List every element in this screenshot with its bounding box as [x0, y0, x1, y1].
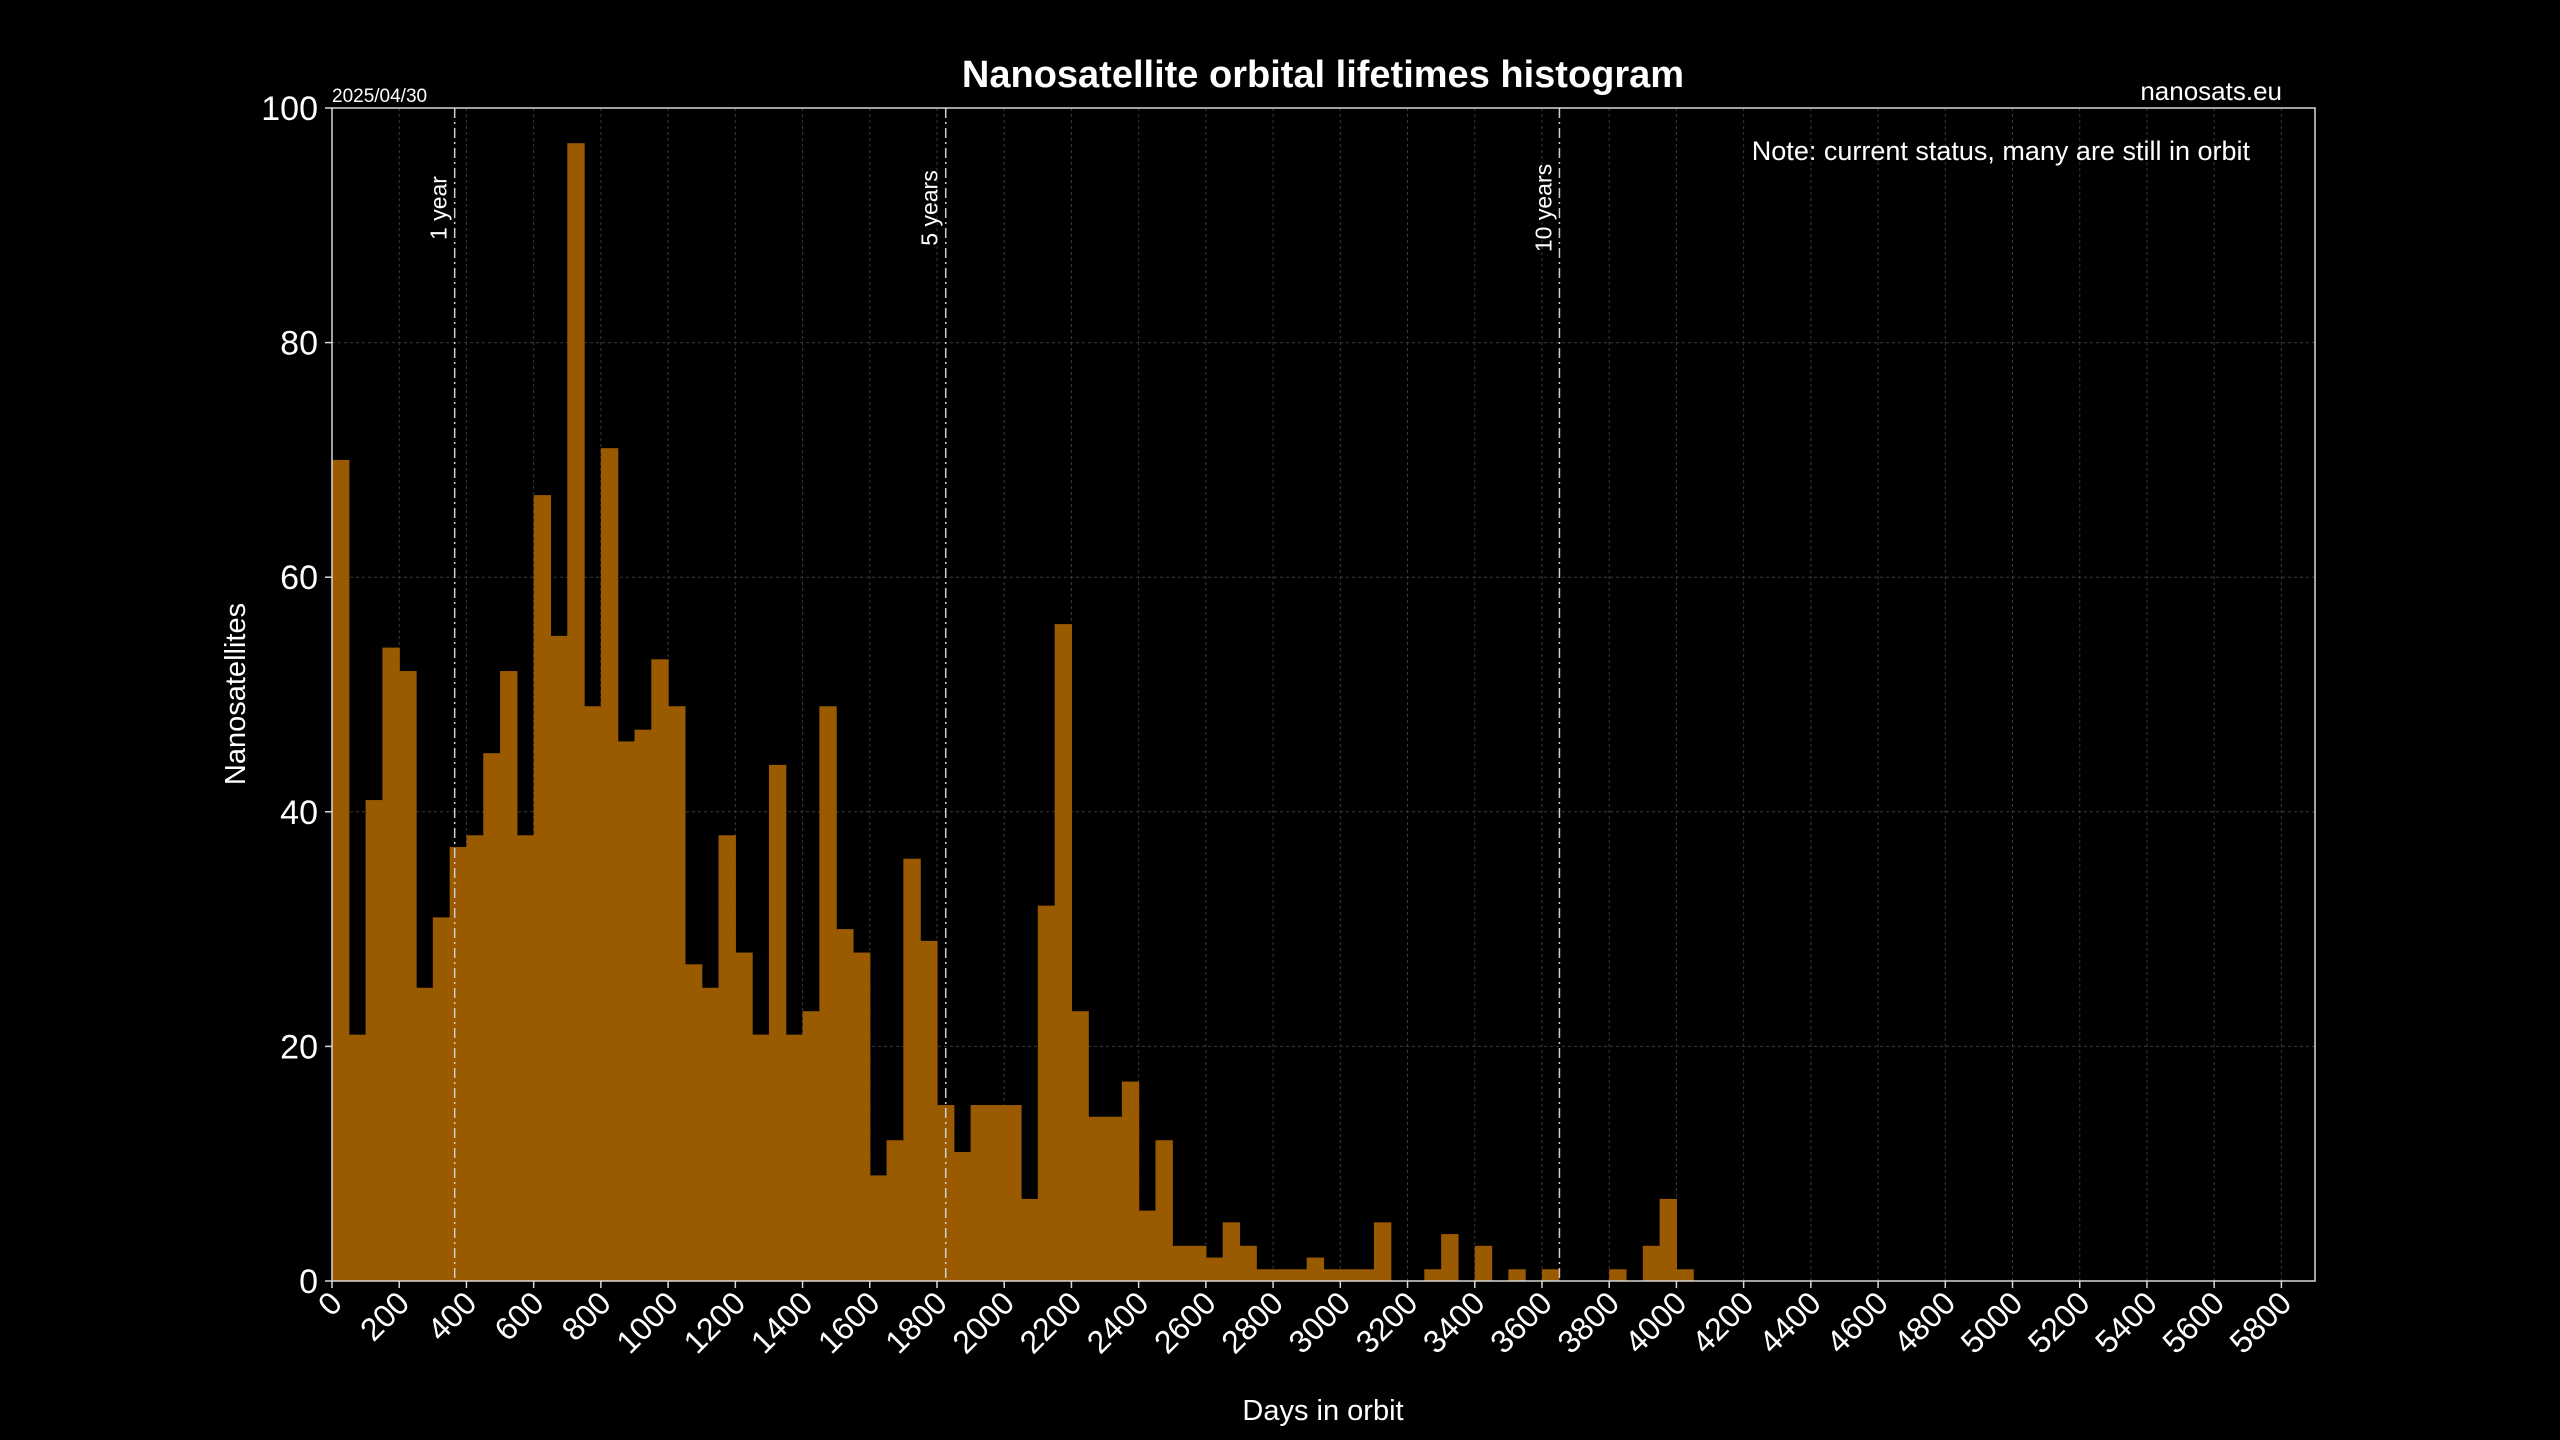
- histogram-bar: [550, 635, 568, 1281]
- source-label: nanosats.eu: [2140, 76, 2282, 106]
- y-tick-label: 100: [261, 90, 318, 128]
- y-tick-label: 0: [299, 1263, 318, 1301]
- histogram-bar: [365, 800, 384, 1281]
- histogram-bar: [987, 1105, 1005, 1281]
- histogram-bar: [1071, 1011, 1089, 1281]
- chart-title: Nanosatellite orbital lifetimes histogra…: [962, 54, 1684, 96]
- histogram-bar: [1004, 1105, 1022, 1281]
- histogram-bar: [1273, 1269, 1291, 1281]
- annotation-label: 10 years: [1530, 164, 1556, 252]
- histogram-bar: [1172, 1245, 1190, 1281]
- histogram-bar: [836, 929, 854, 1281]
- annotation-lines: 1 year 5 years 10 years: [426, 108, 1561, 1281]
- histogram-bar: [718, 835, 736, 1281]
- histogram-bar: [1541, 1269, 1560, 1281]
- date-label: 2025/04/30: [332, 86, 427, 107]
- histogram-bar: [1021, 1198, 1039, 1281]
- histogram-bar: [1676, 1269, 1694, 1281]
- histogram-bar: [1105, 1116, 1123, 1281]
- histogram-bar: [785, 1034, 804, 1281]
- y-tick-label: 60: [280, 559, 318, 597]
- histogram-bar: [432, 917, 451, 1281]
- histogram-bar: [567, 143, 585, 1282]
- histogram-bar: [869, 1175, 888, 1281]
- y-tick-label: 80: [280, 325, 318, 363]
- histogram-bar: [1424, 1269, 1442, 1281]
- y-tick-label: 40: [280, 794, 318, 832]
- histogram-bar: [1323, 1269, 1341, 1281]
- histogram-bar: [768, 764, 787, 1281]
- histogram-bar: [416, 987, 434, 1281]
- histogram-bar: [634, 729, 652, 1281]
- histogram-bar: [1121, 1081, 1140, 1281]
- histogram-bar: [399, 671, 417, 1281]
- histogram-bar: [600, 448, 619, 1281]
- histogram-bar: [1256, 1269, 1274, 1281]
- histogram-bar: [701, 987, 720, 1281]
- histogram-bar: [1441, 1234, 1459, 1281]
- histogram-bar: [970, 1105, 988, 1281]
- y-axis-ticks: 0 20 40 60 80 100: [261, 90, 332, 1301]
- histogram-bar: [332, 459, 350, 1281]
- histogram-bar: [1138, 1210, 1157, 1281]
- histogram-bar: [752, 1034, 770, 1281]
- histogram-bar: [1037, 905, 1056, 1281]
- histogram-bar: [1357, 1269, 1375, 1281]
- histogram-bar: [617, 741, 636, 1281]
- histogram-bar: [651, 659, 669, 1281]
- plot-frame: [331, 107, 2316, 1282]
- bars: [332, 143, 1694, 1282]
- histogram-bar: [819, 706, 837, 1281]
- histogram-bar: [953, 1151, 972, 1281]
- x-axis-label: Days in orbit: [1242, 1395, 1403, 1427]
- histogram-bar: [1239, 1245, 1257, 1281]
- histogram-bar: [886, 1140, 904, 1281]
- histogram-bar: [1642, 1245, 1661, 1281]
- histogram-bar: [1306, 1257, 1325, 1281]
- y-axis-label: Nanosatellites: [220, 603, 252, 785]
- annotation-label: 5 years: [917, 170, 943, 245]
- histogram-bar: [1609, 1269, 1627, 1281]
- histogram-bar: [449, 846, 468, 1281]
- histogram-bar: [483, 753, 501, 1281]
- histogram-bar: [1340, 1269, 1358, 1281]
- histogram-bar: [668, 706, 686, 1281]
- histogram-bar: [1508, 1269, 1526, 1281]
- histogram-bar: [533, 495, 552, 1282]
- histogram-bar: [1189, 1245, 1207, 1281]
- annotation-label: 1 year: [426, 176, 452, 240]
- histogram-bar: [348, 1034, 367, 1281]
- y-tick-label: 20: [280, 1028, 318, 1066]
- histogram-bar: [684, 964, 703, 1281]
- histogram-bar: [1222, 1222, 1241, 1281]
- histogram-bar: [516, 835, 535, 1281]
- histogram-bar: [735, 952, 753, 1281]
- histogram-bar: [1659, 1198, 1678, 1281]
- histogram-bar: [1155, 1140, 1173, 1281]
- histogram-bar: [852, 952, 871, 1281]
- histogram-bar: [1289, 1269, 1308, 1281]
- histogram-bar: [920, 940, 938, 1281]
- histogram-bar: [1474, 1245, 1493, 1281]
- histogram-bar: [584, 706, 602, 1281]
- note-text: Note: current status, many are still in …: [1752, 136, 2251, 166]
- histogram-bar: [1205, 1257, 1224, 1281]
- histogram-bar: [1373, 1222, 1392, 1281]
- histogram-bar: [1054, 624, 1073, 1281]
- histogram-bar: [903, 858, 921, 1281]
- histogram-bar: [500, 671, 518, 1281]
- histogram-bar: [802, 1011, 820, 1281]
- histogram-bar: [382, 647, 400, 1281]
- histogram-bar: [1088, 1116, 1106, 1281]
- histogram-bar: [466, 835, 484, 1281]
